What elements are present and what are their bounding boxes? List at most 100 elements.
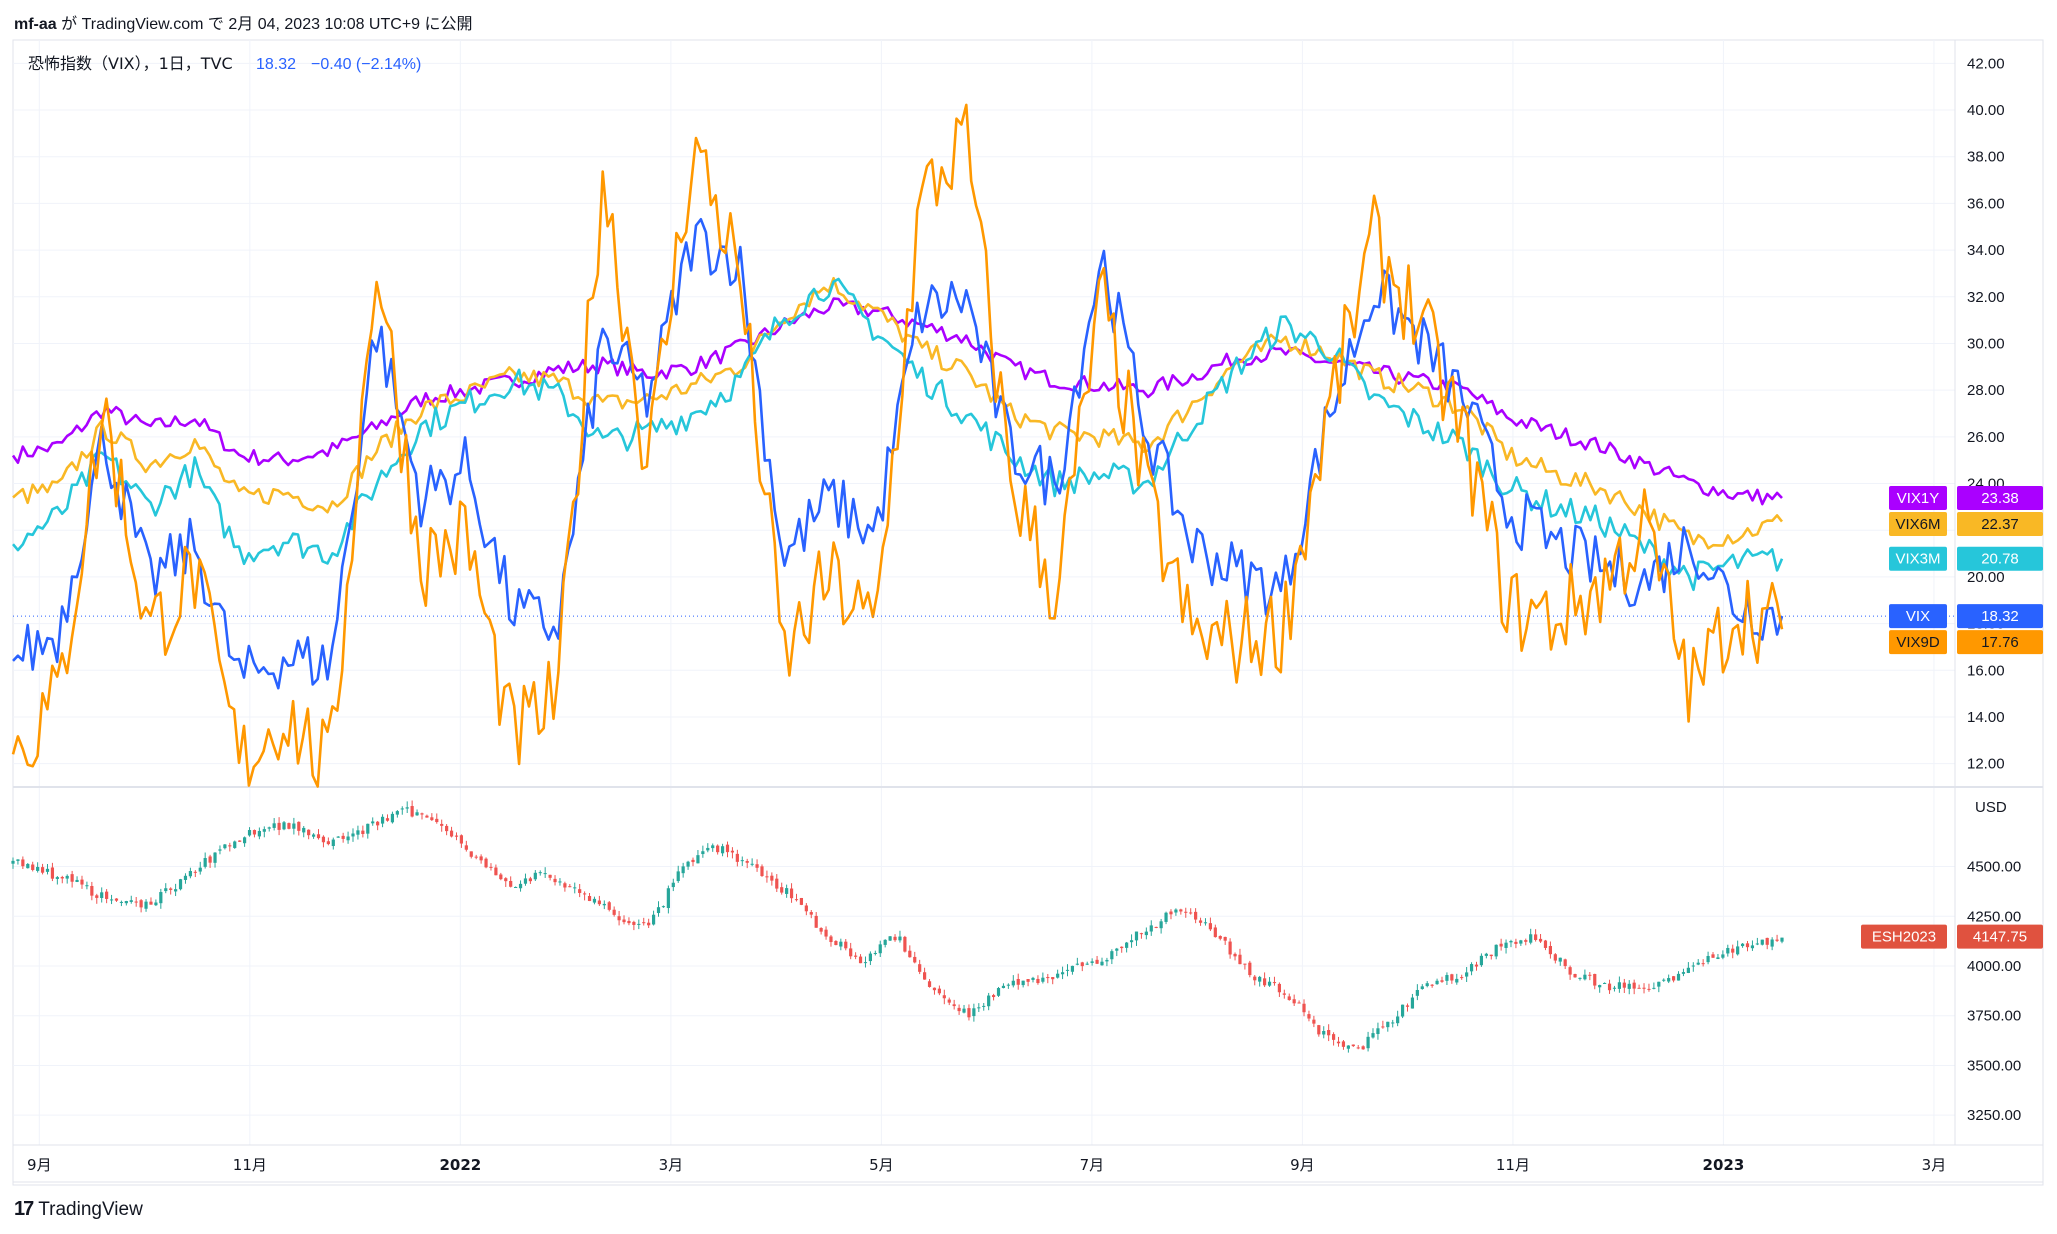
author-name[interactable]: mf-aa <box>14 16 57 33</box>
vix-tick-label: 32.00 <box>1967 289 2005 306</box>
es-candle <box>1519 939 1523 946</box>
legend-symbol[interactable]: 恐怖指数（VIX），1日，TVC <box>28 54 233 73</box>
vix-tick-label: 14.00 <box>1967 709 2005 726</box>
es-candle <box>1248 960 1252 978</box>
es-candle <box>149 897 153 905</box>
es-candle <box>1317 1024 1321 1037</box>
es-candle <box>1238 948 1242 965</box>
es-candle-body <box>1282 993 1286 995</box>
es-candle <box>1282 989 1286 999</box>
es-candle-body <box>454 835 459 837</box>
es-candle-body <box>1016 978 1020 985</box>
es-candle <box>908 945 912 958</box>
es-candle-body <box>765 876 769 878</box>
es-candle <box>1341 1039 1346 1050</box>
es-candle <box>1652 982 1656 990</box>
es-candle-body <box>1243 963 1247 965</box>
es-candle <box>612 906 616 917</box>
es-candle-body <box>1455 978 1459 983</box>
es-candle-body <box>1598 985 1602 988</box>
es-candle-body <box>1775 939 1779 941</box>
vix-price-axis[interactable]: 12.0014.0016.0018.0020.0022.0024.0026.00… <box>1967 55 2005 772</box>
es-candle-body <box>996 988 1001 996</box>
es-candle <box>36 862 40 873</box>
es-candle <box>1676 971 1681 981</box>
time-tick-label: 11月 <box>233 1156 267 1174</box>
es-candle <box>1430 984 1434 988</box>
es-candle <box>390 811 395 824</box>
es-candle-body <box>1474 964 1479 967</box>
es-candle <box>893 934 897 942</box>
es-candle <box>858 954 863 964</box>
es-candle-body <box>445 825 449 832</box>
es-candle-body <box>351 833 355 837</box>
es-candle <box>435 813 439 824</box>
es-candle-body <box>474 856 478 858</box>
es-candle <box>400 806 404 815</box>
es-candle-body <box>927 981 932 987</box>
es-candle-body <box>1233 953 1237 957</box>
es-candle-body <box>1465 972 1469 977</box>
es-candle <box>1169 909 1173 920</box>
es-candle <box>602 900 606 910</box>
es-price-axis[interactable]: 3250.00 3500.00 3750.00 4000.00 4250.00 4500.… <box>1967 859 2021 1125</box>
es-candle-body <box>987 995 991 1007</box>
es-candle <box>1253 974 1257 986</box>
es-candle-body <box>85 885 89 887</box>
es-candle <box>1593 973 1597 990</box>
es-candle <box>26 862 30 869</box>
es-candle-body <box>390 813 395 823</box>
site-name[interactable]: TradingView.com <box>81 16 204 33</box>
es-candle <box>1460 974 1464 980</box>
es-candle-body <box>1198 920 1203 923</box>
es-candle <box>937 985 941 996</box>
badge-esh2023: ESH2023 4147.75 <box>1861 924 2043 949</box>
es-candle-body <box>1056 973 1060 978</box>
badge-vix1y: VIX1Y 23.38 <box>1889 486 2043 511</box>
es-candle <box>1011 975 1015 988</box>
header-text-de: で <box>207 16 224 33</box>
es-candle-body <box>1184 911 1188 913</box>
es-candle-body <box>1149 925 1153 932</box>
es-candle <box>208 854 212 868</box>
es-candle-body <box>1563 959 1567 967</box>
es-candle-body <box>918 964 922 972</box>
es-candle-body <box>1632 982 1636 989</box>
es-candle <box>794 893 799 902</box>
es-candle-body <box>844 941 848 949</box>
es-candle <box>563 881 567 892</box>
es-candle <box>1041 972 1045 984</box>
es-candle <box>548 874 552 881</box>
es-candle <box>1331 1032 1336 1046</box>
es-candle <box>1455 973 1459 985</box>
es-candle <box>1302 999 1306 1017</box>
es-candle-body <box>1740 943 1745 947</box>
time-tick-label: 2023 <box>1703 1156 1745 1174</box>
es-candle <box>898 930 902 943</box>
es-candle <box>844 939 848 951</box>
tradingview-footer[interactable]: 17 TradingView <box>14 1198 143 1221</box>
es-candle <box>178 878 183 891</box>
es-candle <box>509 876 513 888</box>
es-candle-body <box>1494 944 1498 957</box>
time-axis[interactable]: 9月 11月 2022 3月 5月 7月 9月 11月 2023 3月 <box>27 1156 1946 1174</box>
es-candle <box>518 880 523 892</box>
es-candle <box>1410 993 1415 1009</box>
es-candle <box>257 827 261 840</box>
es-candle-body <box>1760 939 1764 945</box>
es-candle <box>1159 918 1163 934</box>
es-candle-body <box>1011 980 1015 986</box>
es-candle <box>430 813 434 821</box>
es-candle <box>957 1004 961 1015</box>
es-candle-body <box>119 901 124 903</box>
badge-value-box <box>1957 486 2043 511</box>
badge-name-text: VIX3M <box>1895 551 1940 568</box>
es-candle-body <box>1312 1019 1316 1024</box>
es-candle-body <box>770 875 774 881</box>
es-candle <box>720 843 725 857</box>
es-candle <box>341 832 345 843</box>
es-candle-body <box>1376 1028 1380 1035</box>
es-candle-body <box>1534 934 1538 940</box>
es-candle-body <box>804 905 808 912</box>
